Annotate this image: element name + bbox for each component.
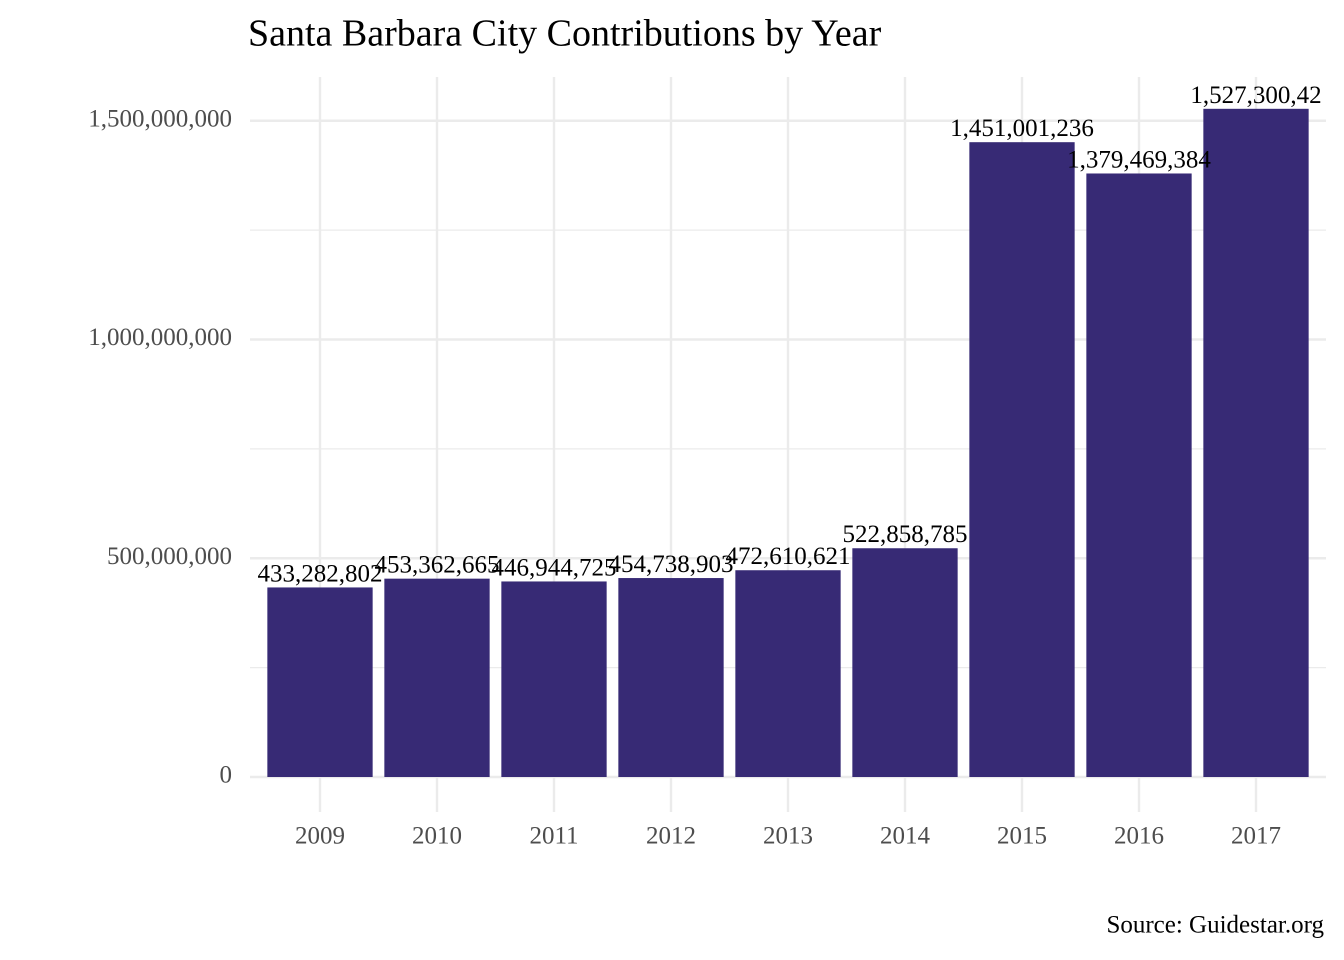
bar (852, 548, 958, 777)
value-label: 1,451,001,236 (950, 115, 1094, 142)
value-label: 433,282,802 (258, 560, 383, 587)
bar (1086, 173, 1192, 777)
x-tick-label: 2012 (646, 823, 696, 850)
value-label: 1,379,469,384 (1067, 146, 1211, 173)
x-tick-label: 2010 (412, 823, 462, 850)
bar (969, 142, 1075, 778)
value-label: 454,738,903 (609, 551, 734, 578)
x-tick-label: 2017 (1231, 823, 1281, 850)
y-tick-label: 1,500,000,000 (88, 105, 232, 132)
y-tick-label: 500,000,000 (107, 543, 232, 570)
x-tick-label: 2013 (763, 823, 813, 850)
x-tick-label: 2016 (1114, 823, 1164, 850)
x-tick-label: 2011 (529, 823, 578, 850)
bar (1203, 108, 1309, 777)
chart-title: Santa Barbara City Contributions by Year (248, 13, 882, 55)
bar (267, 587, 373, 777)
value-label: 453,362,665 (375, 552, 500, 579)
value-label: 522,858,785 (843, 521, 968, 548)
bar (735, 570, 841, 777)
x-tick-label: 2015 (997, 823, 1047, 850)
bar (384, 578, 490, 777)
x-tick-label: 2014 (880, 823, 931, 850)
y-tick-label: 0 (220, 762, 233, 789)
caption: Source: Guidestar.org (1106, 912, 1324, 939)
value-label: 472,610,621 (726, 543, 851, 570)
x-tick-label: 2009 (295, 823, 345, 850)
value-label: 446,944,725 (492, 554, 617, 581)
bar (618, 578, 724, 777)
bar (501, 581, 607, 777)
value-label: 1,527,300,42 (1190, 82, 1321, 109)
y-tick-label: 1,000,000,000 (88, 324, 232, 351)
